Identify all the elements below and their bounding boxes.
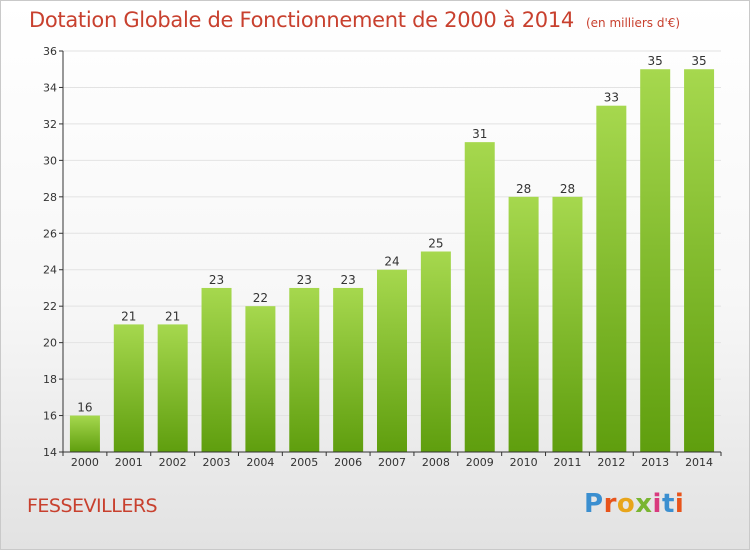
chart-title: Dotation Globale de Fonctionnement de 20…	[29, 8, 680, 32]
bar-2005	[289, 287, 320, 452]
y-tick-label: 14	[43, 446, 57, 459]
bar-2004	[245, 306, 276, 452]
x-tick-label: 2005	[290, 456, 318, 469]
value-label: 35	[648, 54, 663, 68]
x-tick-label: 2000	[71, 456, 99, 469]
y-tick-label: 34	[43, 81, 57, 94]
value-label: 24	[384, 255, 399, 269]
y-tick-label: 26	[43, 227, 57, 240]
y-tick-label: 36	[43, 45, 57, 58]
y-tick-label: 22	[43, 300, 57, 313]
chart-unit: (en milliers d'€)	[585, 16, 681, 30]
proxiti-logo[interactable]: Proxiti	[584, 489, 684, 519]
x-tick-label: 2013	[641, 456, 669, 469]
value-label: 35	[691, 54, 706, 68]
bar-2012	[596, 105, 627, 452]
labels: 16 21 21 23 22 23 23 24 25 31 28 28 33 35 35	[77, 54, 706, 414]
bars	[69, 69, 715, 453]
axes: 14 16 18 20 22 24 26 28 30 32 34 36 2000 2001 2002 2003…	[43, 45, 722, 469]
logo-letter: x	[635, 489, 653, 519]
y-tick-label: 24	[43, 264, 57, 277]
value-label: 21	[165, 309, 180, 323]
x-tick-label: 2004	[246, 456, 274, 469]
bar-2002	[157, 324, 188, 452]
value-label: 16	[77, 401, 92, 415]
y-tick-label: 32	[43, 118, 57, 131]
x-tick-label: 2014	[685, 456, 713, 469]
value-label: 23	[297, 273, 312, 287]
x-tick-label: 2002	[159, 456, 187, 469]
y-tick-label: 16	[43, 410, 57, 423]
logo-letter: i	[674, 489, 685, 519]
value-label: 23	[340, 273, 355, 287]
x-tick-label: 2012	[597, 456, 625, 469]
y-tick-label: 30	[43, 154, 57, 167]
value-label: 21	[121, 309, 136, 323]
value-label: 25	[428, 237, 443, 251]
bar-2009	[464, 142, 495, 453]
y-tick-label: 18	[43, 373, 57, 386]
value-label: 22	[253, 291, 268, 305]
commune-name: FESSEVILLERS	[27, 495, 158, 517]
bar-2003	[201, 287, 232, 452]
x-tick-label: 2009	[466, 456, 494, 469]
x-tick-label: 2008	[422, 456, 450, 469]
value-label: 28	[560, 182, 575, 196]
x-tick-label: 2007	[378, 456, 406, 469]
value-label: 33	[604, 91, 619, 105]
value-label: 31	[472, 127, 487, 141]
x-tick-label: 2011	[553, 456, 581, 469]
value-label: 28	[516, 182, 531, 196]
logo-letter: i	[652, 489, 662, 519]
x-tick-label: 2001	[115, 456, 143, 469]
bar-2010	[508, 196, 539, 452]
logo-letter: P	[584, 489, 604, 519]
x-tick-label: 2006	[334, 456, 362, 469]
chart-title-text: Dotation Globale de Fonctionnement de 20…	[29, 8, 574, 32]
bar-2007	[377, 269, 407, 452]
bar-2011	[552, 196, 583, 452]
bar-2001	[113, 324, 144, 452]
bar-2006	[333, 287, 364, 452]
x-tick-label: 2010	[510, 456, 538, 469]
logo-letter: r	[603, 489, 617, 519]
value-label: 23	[209, 273, 224, 287]
bar-2013	[640, 69, 671, 453]
bar-2008	[420, 251, 451, 452]
logo-letter: o	[616, 489, 636, 519]
bar-2000	[69, 415, 100, 452]
logo-letter: t	[661, 489, 675, 519]
y-tick-label: 28	[43, 191, 57, 204]
bar-2014	[684, 69, 715, 453]
y-tick-label: 20	[43, 337, 57, 350]
x-tick-label: 2003	[203, 456, 231, 469]
